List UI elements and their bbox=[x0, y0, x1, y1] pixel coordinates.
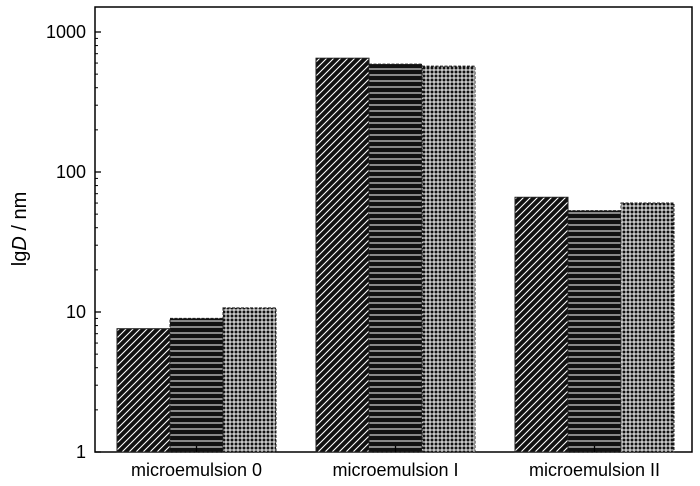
x-category-label: microemulsion II bbox=[529, 460, 660, 480]
bar-grid bbox=[421, 65, 476, 453]
y-tick-label: 1000 bbox=[46, 22, 86, 42]
bar-grid bbox=[222, 307, 277, 453]
x-category-label: microemulsion 0 bbox=[131, 460, 262, 480]
y-axis-label: lgD / nm bbox=[9, 192, 31, 266]
bar-diagonal-hatch bbox=[514, 196, 569, 453]
x-category-label: microemulsion I bbox=[332, 460, 458, 480]
y-tick-label: 10 bbox=[66, 302, 86, 322]
x-axis: microemulsion 0 microemulsion I microemuls… bbox=[131, 446, 660, 480]
bar-horizontal-lines bbox=[567, 210, 622, 453]
bar-diagonal-hatch bbox=[116, 328, 171, 453]
bar-horizontal-lines bbox=[368, 63, 423, 453]
y-axis: 1 10 100 1000 bbox=[46, 22, 101, 462]
y-tick-label: 100 bbox=[56, 162, 86, 182]
bars-group bbox=[116, 57, 675, 453]
bar-grid bbox=[620, 202, 675, 453]
bar-diagonal-hatch bbox=[315, 57, 370, 453]
bar-horizontal-lines bbox=[169, 317, 224, 453]
y-tick-label: 1 bbox=[76, 442, 86, 462]
